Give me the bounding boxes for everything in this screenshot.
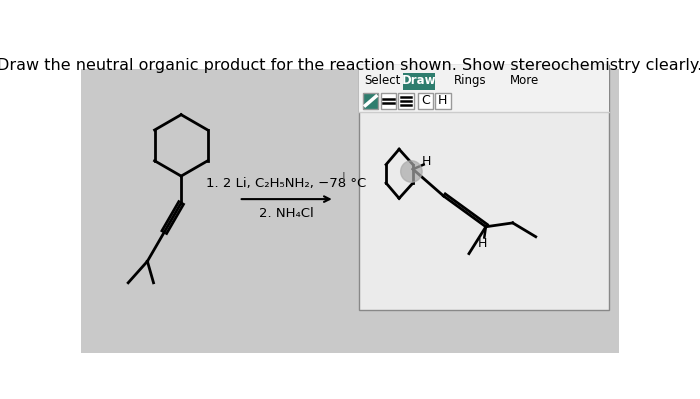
Bar	[398, 93, 414, 109]
Text: Select: Select	[364, 74, 400, 87]
Text: Draw the neutral organic product for the reaction shown. Show stereochemistry cl: Draw the neutral organic product for the…	[0, 58, 700, 73]
Text: Rings: Rings	[454, 74, 486, 87]
Text: More: More	[510, 74, 539, 87]
Bar	[417, 93, 433, 109]
Bar	[359, 65, 608, 113]
Bar	[81, 46, 619, 69]
Circle shape	[400, 161, 422, 182]
Bar	[363, 93, 379, 109]
Text: 1. 2 Li, C₂H₅NH₂, −78 °C: 1. 2 Li, C₂H₅NH₂, −78 °C	[206, 177, 366, 190]
Text: H: H	[422, 155, 431, 168]
Bar	[381, 93, 396, 109]
Bar	[435, 93, 451, 109]
Text: H: H	[477, 237, 486, 250]
Text: C: C	[421, 95, 430, 107]
Bar	[359, 65, 608, 310]
Text: 2. NH₄Cl: 2. NH₄Cl	[259, 207, 314, 220]
Text: Draw: Draw	[402, 74, 436, 87]
Bar	[403, 73, 435, 90]
Text: H: H	[438, 95, 447, 107]
Text: I: I	[342, 171, 346, 184]
